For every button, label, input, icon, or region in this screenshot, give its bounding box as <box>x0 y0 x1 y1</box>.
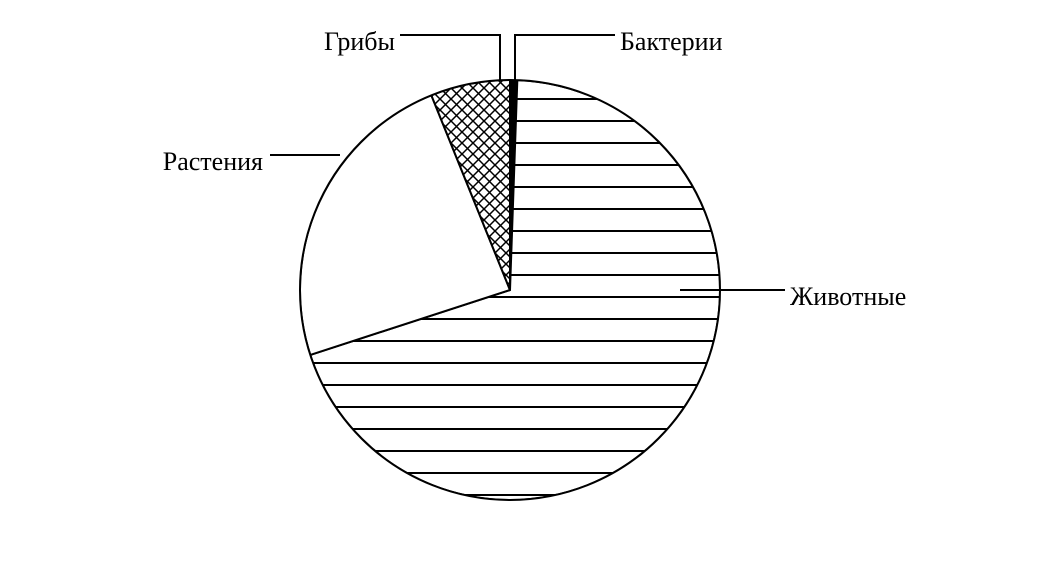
pie-chart: Бактерии Животные Растения Грибы <box>0 0 1056 562</box>
pie-chart-svg <box>0 0 1056 562</box>
slice-label: Животные <box>790 282 906 312</box>
slice-label: Грибы <box>324 27 395 57</box>
leader-line <box>400 35 500 80</box>
slice-label: Бактерии <box>620 27 723 57</box>
leader-line <box>515 35 615 80</box>
slice-label: Растения <box>163 147 263 177</box>
